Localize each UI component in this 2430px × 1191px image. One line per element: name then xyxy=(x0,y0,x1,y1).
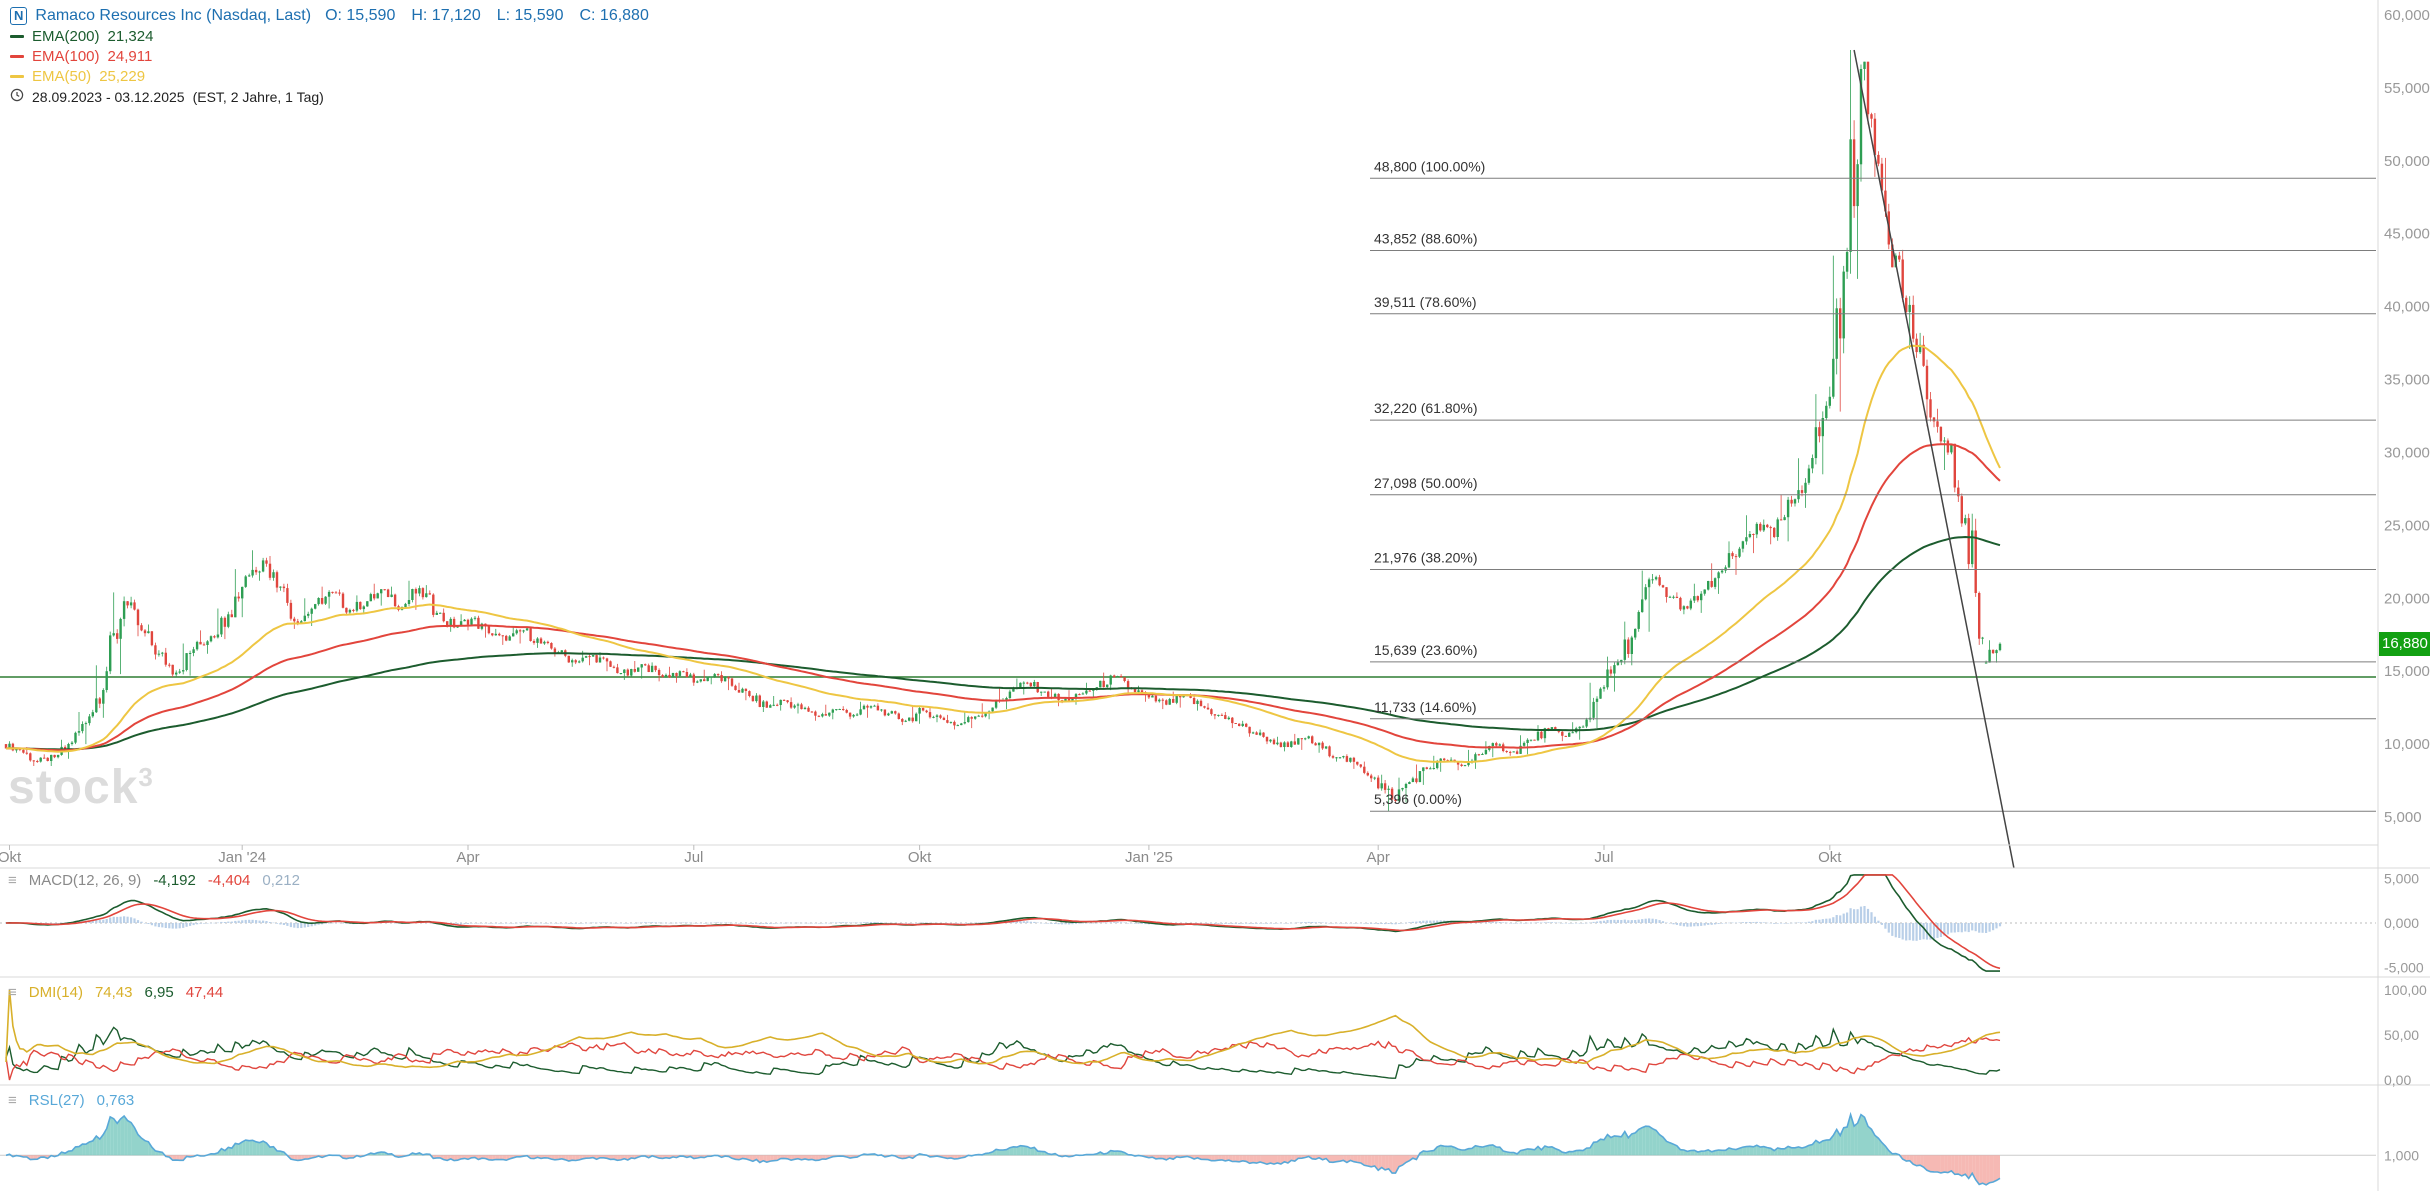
svg-text:50,00: 50,00 xyxy=(2384,1027,2419,1043)
watermark-text: stock xyxy=(8,761,139,814)
x-axis-label: Okt xyxy=(1818,849,1842,866)
x-axis-label: Apr xyxy=(456,849,479,866)
price-axis-label: 40,000 xyxy=(2384,299,2430,316)
svg-text:5,396 (0.00%): 5,396 (0.00%) xyxy=(1374,791,1462,807)
ema-50-value: 25,229 xyxy=(99,67,146,85)
trendline[interactable] xyxy=(1853,49,2015,869)
ema-50-swatch xyxy=(10,74,24,78)
ema-100-value: 24,911 xyxy=(107,47,153,65)
x-axis-label: Okt xyxy=(908,849,932,866)
ema-100-swatch xyxy=(10,54,24,58)
macd-signal-line xyxy=(6,874,2001,970)
svg-text:21,976 (38.20%): 21,976 (38.20%) xyxy=(1374,550,1478,566)
svg-text:11,733 (14.60%): 11,733 (14.60%) xyxy=(1374,699,1476,715)
range-note: (EST, 2 Jahre, 1 Tag) xyxy=(192,88,324,105)
rsl-panel: 1,000 xyxy=(0,1111,2419,1186)
price-axis-label: 25,000 xyxy=(2384,517,2430,534)
instrument-name[interactable]: Ramaco Resources Inc (Nasdaq, Last) xyxy=(35,6,312,24)
watermark-logo: stock3 xyxy=(8,760,154,815)
ohlc-low: L: 15,590 xyxy=(496,6,564,24)
candlestick-series xyxy=(4,50,2002,812)
minus-di-line xyxy=(5,1036,2001,1081)
price-axis-label: 55,000 xyxy=(2384,80,2430,97)
ema-100-label: EMA(100) xyxy=(32,47,100,65)
price-axis-label: 30,000 xyxy=(2384,445,2430,462)
svg-text:27,098 (50.00%): 27,098 (50.00%) xyxy=(1374,475,1478,491)
svg-text:32,220 (61.80%): 32,220 (61.80%) xyxy=(1374,400,1478,416)
instrument-icon: N xyxy=(10,6,28,25)
price-axis-label: 60,000 xyxy=(2384,7,2430,24)
plus-di-line xyxy=(5,1026,2001,1079)
date-range[interactable]: 28.09.2023 - 03.12.2025 xyxy=(32,88,185,105)
svg-text:48,800 (100.00%): 48,800 (100.00%) xyxy=(1374,158,1485,174)
adx-line xyxy=(5,989,2001,1069)
ohlc-close: C: 16,880 xyxy=(579,6,649,24)
fibonacci-levels[interactable]: 48,800 (100.00%) 43,852 (88.60%) 39,511 (7… xyxy=(1370,158,2376,812)
ohlc-high: H: 17,120 xyxy=(411,6,481,24)
ema-50-label: EMA(50) xyxy=(32,67,92,85)
macd-hist-value: 0,212 xyxy=(262,872,300,889)
ema-200-line xyxy=(5,535,2001,751)
x-axis-label: Okt xyxy=(0,849,22,866)
macd-legend: ≡ MACD(12, 26, 9) -4,192 -4,404 0,212 xyxy=(8,872,300,889)
x-axis-label: Jul xyxy=(1594,849,1613,866)
price-axis-label: 10,000 xyxy=(2384,736,2430,753)
ohlc-values: O: 15,590 H: 17,120 L: 15,590 C: 16,880 xyxy=(325,7,649,25)
ema-200-legend[interactable]: EMA(200) 21,324 xyxy=(10,26,649,46)
ema-100-line xyxy=(5,443,2001,752)
rsl-label[interactable]: RSL(27) xyxy=(28,1092,85,1109)
last-price-badge: 16,880 xyxy=(2379,631,2430,656)
date-range-row: 28.09.2023 - 03.12.2025 (EST, 2 Jahre, 1… xyxy=(10,86,649,107)
ema-50-line xyxy=(5,344,2001,763)
dmi-label[interactable]: DMI(14) xyxy=(28,984,83,1001)
chart-header: N Ramaco Resources Inc (Nasdaq, Last) O:… xyxy=(10,5,649,107)
svg-text:5,000: 5,000 xyxy=(2384,871,2419,887)
plus-di-value: 6,95 xyxy=(144,984,174,1001)
ema-100-legend[interactable]: EMA(100) 24,911 xyxy=(10,46,649,66)
svg-text:-5,000: -5,000 xyxy=(2384,960,2424,976)
svg-text:15,639 (23.60%): 15,639 (23.60%) xyxy=(1374,642,1478,658)
price-axis-label: 50,000 xyxy=(2384,153,2430,170)
clock-icon xyxy=(10,88,24,105)
x-axis-label: Jan '25 xyxy=(1125,849,1173,866)
price-axis-label: 45,000 xyxy=(2384,226,2430,243)
instrument-row: N Ramaco Resources Inc (Nasdaq, Last) O:… xyxy=(10,5,649,26)
price-axis-label: 35,000 xyxy=(2384,372,2430,389)
price-axis-label: 5,000 xyxy=(2384,809,2422,826)
svg-text:100,00: 100,00 xyxy=(2384,982,2427,998)
rsl-value: 0,763 xyxy=(96,1092,135,1109)
x-axis-label: Jan '24 xyxy=(218,849,266,866)
indicator-menu-icon[interactable]: ≡ xyxy=(8,984,17,1001)
dmi-panel: 100,00 50,00 0,00 xyxy=(5,982,2427,1088)
ema-50-legend[interactable]: EMA(50) 25,229 xyxy=(10,66,649,86)
price-axis-label: 15,000 xyxy=(2384,663,2430,680)
dmi-legend: ≡ DMI(14) 74,43 6,95 47,44 xyxy=(8,984,223,1001)
indicator-menu-icon[interactable]: ≡ xyxy=(8,1092,17,1109)
svg-text:43,852 (88.60%): 43,852 (88.60%) xyxy=(1374,231,1478,247)
macd-value: -4,192 xyxy=(153,872,196,889)
ohlc-open: O: 15,590 xyxy=(325,6,396,24)
x-axis-label: Apr xyxy=(1367,849,1390,866)
x-axis-label: Jul xyxy=(684,849,703,866)
macd-signal-value: -4,404 xyxy=(207,872,251,889)
ema-200-label: EMA(200) xyxy=(32,27,100,45)
svg-text:0,00: 0,00 xyxy=(2384,1072,2411,1088)
macd-panel: 5,000 0,000 -5,000 xyxy=(0,871,2424,976)
adx-value: 74,43 xyxy=(94,984,133,1001)
ema-200-swatch xyxy=(10,34,24,38)
macd-label[interactable]: MACD(12, 26, 9) xyxy=(28,872,142,889)
svg-text:0,000: 0,000 xyxy=(2384,915,2419,931)
minus-di-value: 47,44 xyxy=(185,984,224,1001)
price-axis-label: 20,000 xyxy=(2384,590,2430,607)
watermark-sup: 3 xyxy=(138,762,154,792)
svg-text:1,000: 1,000 xyxy=(2384,1147,2419,1163)
svg-text:39,511 (78.60%): 39,511 (78.60%) xyxy=(1374,294,1476,310)
rsl-legend: ≡ RSL(27) 0,763 xyxy=(8,1092,134,1109)
indicator-menu-icon[interactable]: ≡ xyxy=(8,872,17,889)
ema-200-value: 21,324 xyxy=(107,27,154,45)
rsl-line xyxy=(5,1111,2001,1186)
